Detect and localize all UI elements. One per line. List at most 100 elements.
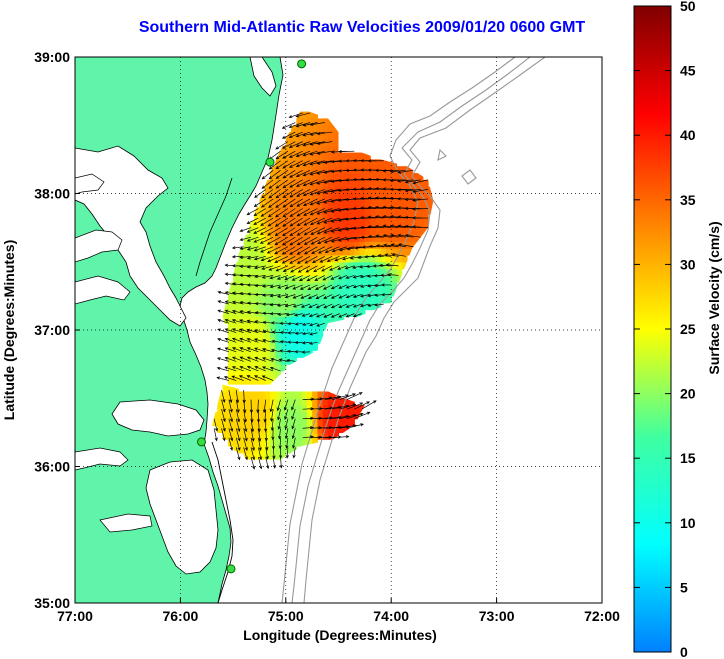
grid — [75, 57, 602, 603]
velocity-arrow — [275, 141, 289, 150]
field-cell — [275, 254, 282, 263]
field-cell — [317, 411, 324, 420]
field-cell — [269, 173, 276, 181]
field-cell — [291, 213, 297, 222]
velocity-arrow — [268, 160, 281, 170]
y-tick-label: 36:00 — [34, 459, 70, 475]
field-cell — [275, 398, 282, 406]
field-cell — [380, 295, 387, 304]
field-cell — [275, 343, 282, 352]
field-cell — [364, 220, 371, 229]
field-cell — [354, 193, 361, 201]
field-cell — [364, 302, 371, 311]
field-cell — [285, 159, 292, 167]
field-cell — [343, 282, 350, 290]
field-cell — [291, 411, 297, 420]
velocity-arrow — [330, 313, 340, 318]
velocity-arrow — [298, 275, 311, 282]
field-cell — [370, 275, 376, 283]
velocity-arrow — [235, 428, 241, 442]
field-cell — [312, 295, 319, 304]
field-cell — [370, 193, 376, 201]
velocity-arrow — [412, 225, 429, 229]
field-cell — [370, 248, 376, 256]
field-cell — [243, 370, 250, 379]
velocity-arrow — [338, 313, 348, 318]
field-cell — [396, 166, 403, 174]
field-cell — [291, 227, 297, 236]
field-cell — [301, 261, 308, 270]
velocity-arrow — [404, 233, 421, 238]
field-cell — [375, 248, 382, 256]
velocity-arrow — [359, 284, 370, 288]
velocity-arrow — [391, 252, 407, 257]
velocity-arrow — [289, 217, 303, 227]
velocity-arrow — [246, 365, 259, 372]
velocity-arrow — [228, 428, 234, 442]
field-cell — [312, 118, 319, 126]
field-cell — [322, 289, 329, 297]
field-cell — [269, 254, 276, 263]
velocity-arrow — [246, 217, 259, 224]
field-cell — [317, 125, 324, 133]
field-cell — [385, 234, 392, 242]
velocity-arrow — [382, 233, 399, 238]
field-cell — [291, 405, 297, 413]
field-cell — [296, 411, 303, 420]
velocity-arrow — [375, 234, 392, 238]
field-cell — [306, 227, 313, 236]
field-cell — [264, 241, 271, 249]
velocity-arrow — [262, 399, 267, 414]
velocity-arrow — [290, 265, 303, 273]
field-cell — [301, 254, 308, 263]
field-cell — [338, 241, 345, 249]
velocity-arrow — [352, 284, 362, 289]
field-cell — [248, 343, 255, 352]
field-cell — [296, 350, 303, 358]
field-cell — [343, 213, 350, 222]
field-cell — [338, 309, 345, 317]
velocity-arrow — [289, 255, 303, 264]
field-cell — [349, 418, 355, 427]
field-cell — [385, 173, 392, 181]
velocity-arrow — [224, 366, 237, 372]
field-cell — [248, 254, 255, 263]
field-cell — [291, 316, 297, 324]
field-cell — [338, 173, 345, 181]
field-cell — [269, 207, 276, 215]
field-cell — [233, 302, 239, 311]
field-cell — [222, 391, 229, 399]
velocity-arrow — [316, 198, 333, 205]
field-cell — [322, 213, 329, 222]
hf-radar-stations — [196, 59, 307, 574]
field-cell — [370, 227, 376, 236]
field-cell — [227, 289, 234, 297]
field-cell — [306, 350, 313, 358]
x-tick-label: 77:00 — [57, 608, 93, 624]
pamlico-sound — [145, 459, 219, 575]
velocity-arrow — [279, 321, 288, 325]
field-cell — [306, 234, 313, 242]
field-cell — [312, 166, 319, 174]
velocity-arrow — [367, 225, 384, 229]
field-cell — [317, 248, 324, 256]
field-cell — [296, 309, 303, 317]
velocity-arrow — [360, 303, 370, 308]
field-cell — [333, 152, 340, 160]
field-cell — [327, 159, 334, 167]
velocity-arrow — [282, 169, 296, 179]
field-cell — [285, 179, 292, 188]
velocity-arrow — [246, 356, 259, 362]
field-cell — [269, 289, 276, 297]
velocity-arrow — [332, 435, 350, 439]
field-cell — [312, 343, 319, 352]
field-cell — [285, 173, 292, 181]
field-cell — [238, 439, 245, 447]
field-cell — [380, 289, 387, 297]
field-cell — [254, 391, 261, 399]
velocity-arrow — [288, 150, 303, 158]
velocity-arrow — [301, 331, 311, 336]
field-cell — [264, 220, 271, 229]
field-cell — [243, 350, 250, 358]
velocity-arrow — [389, 169, 406, 174]
